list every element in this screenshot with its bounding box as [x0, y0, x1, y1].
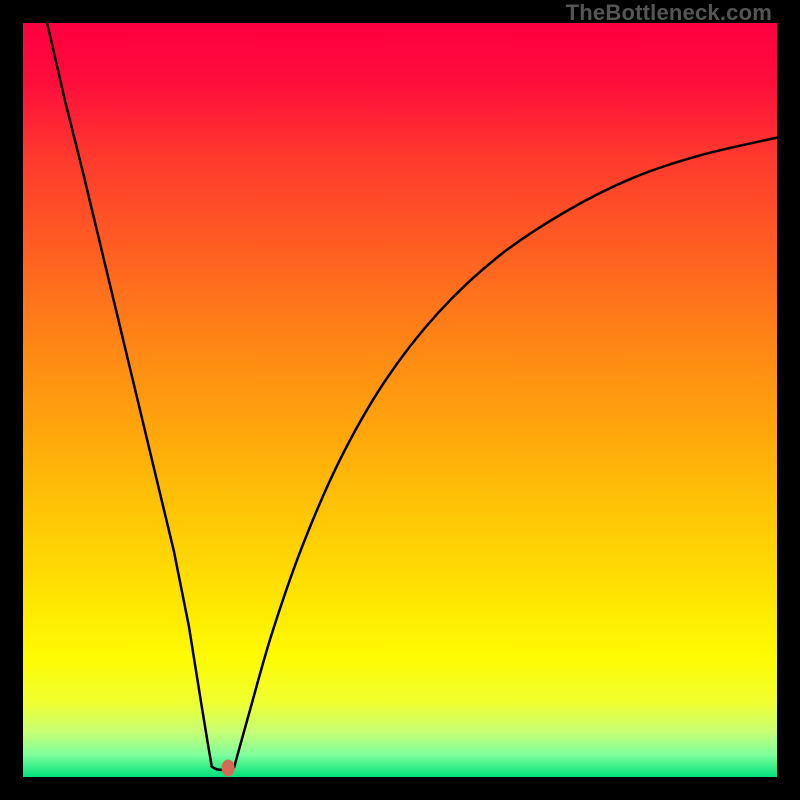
plot-area: [23, 23, 777, 777]
watermark-text: TheBottleneck.com: [566, 0, 772, 26]
outer-frame: TheBottleneck.com: [0, 0, 800, 800]
minimum-marker: [222, 759, 235, 776]
chart-svg: [23, 23, 777, 777]
gradient-background: [23, 23, 777, 777]
